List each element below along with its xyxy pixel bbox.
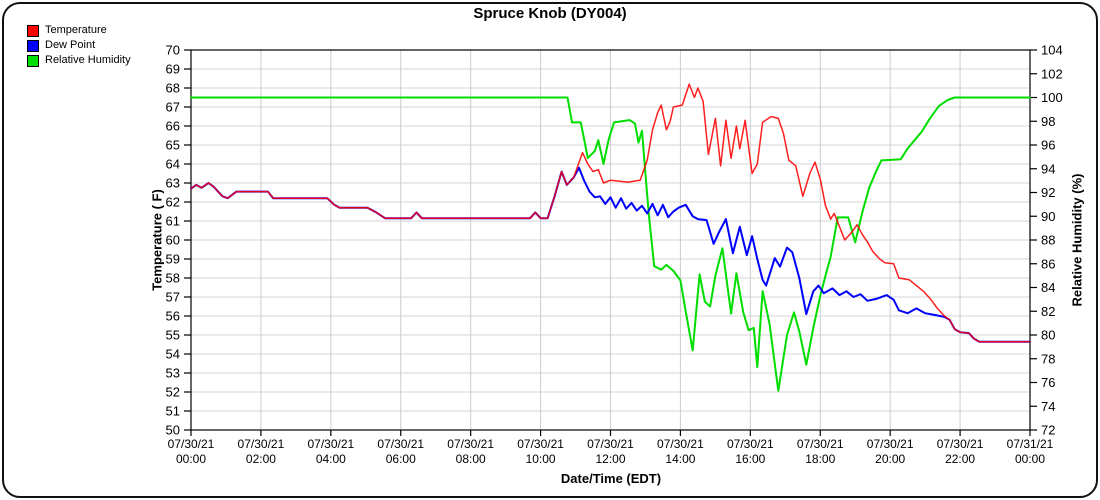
x-tick-date-label: 07/30/21 bbox=[377, 437, 424, 451]
y-left-tick-label: 62 bbox=[166, 195, 180, 210]
x-tick-time-label: 04:00 bbox=[316, 452, 346, 466]
y-right-tick-label: 100 bbox=[1041, 90, 1063, 105]
y-right-tick-label: 76 bbox=[1041, 375, 1055, 390]
legend-item-temperature: Temperature bbox=[27, 24, 131, 37]
y-right-tick-label: 104 bbox=[1041, 43, 1063, 58]
relative-humidity-swatch-icon bbox=[27, 54, 39, 67]
y-left-tick-label: 55 bbox=[166, 328, 180, 343]
legend-label-dew-point: Dew Point bbox=[45, 39, 96, 51]
x-tick-time-label: 08:00 bbox=[456, 452, 486, 466]
legend-label-temperature: Temperature bbox=[45, 24, 107, 36]
x-tick-date-label: 07/30/21 bbox=[937, 437, 984, 451]
y-right-tick-label: 90 bbox=[1041, 209, 1055, 224]
series-line-temperature bbox=[190, 83, 1031, 343]
y-left-tick-label: 67 bbox=[166, 100, 180, 115]
y-left-tick-label: 65 bbox=[166, 138, 180, 153]
dew-point-swatch-icon bbox=[27, 39, 39, 52]
x-tick-date-label: 07/30/21 bbox=[307, 437, 354, 451]
y-left-tick-label: 64 bbox=[166, 157, 180, 172]
y-right-tick-label: 84 bbox=[1041, 280, 1055, 295]
y-left-tick-label: 70 bbox=[166, 43, 180, 58]
x-tick-time-label: 12:00 bbox=[595, 452, 625, 466]
x-tick-date-label: 07/31/21 bbox=[1007, 437, 1054, 451]
x-axis-label: Date/Time (EDT) bbox=[560, 471, 662, 486]
x-tick-time-label: 00:00 bbox=[176, 452, 206, 466]
x-tick-date-label: 07/30/21 bbox=[867, 437, 914, 451]
x-tick-date-label: 07/30/21 bbox=[727, 437, 774, 451]
y-left-tick-label: 58 bbox=[166, 271, 180, 286]
x-tick-time-label: 14:00 bbox=[665, 452, 695, 466]
y-right-tick-label: 88 bbox=[1041, 233, 1055, 248]
x-tick-date-label: 07/30/21 bbox=[657, 437, 704, 451]
y-left-tick-label: 60 bbox=[166, 233, 180, 248]
x-tick-time-label: 22:00 bbox=[945, 452, 975, 466]
x-tick-date-label: 07/30/21 bbox=[797, 437, 844, 451]
temperature-swatch-icon bbox=[27, 24, 39, 37]
legend-item-relative-humidity: Relative Humidity bbox=[27, 54, 131, 67]
x-tick-time-label: 18:00 bbox=[805, 452, 835, 466]
y-left-tick-label: 57 bbox=[166, 290, 180, 305]
legend: Temperature Dew Point Relative Humidity bbox=[27, 24, 131, 70]
y-right-tick-label: 98 bbox=[1041, 114, 1055, 129]
y-left-tick-label: 63 bbox=[166, 176, 180, 191]
legend-label-relative-humidity: Relative Humidity bbox=[45, 54, 131, 66]
y-right-tick-label: 78 bbox=[1041, 351, 1055, 366]
x-tick-time-label: 20:00 bbox=[875, 452, 905, 466]
y-left-tick-label: 68 bbox=[166, 81, 180, 96]
y-left-tick-label: 54 bbox=[166, 347, 180, 362]
x-tick-date-label: 07/30/21 bbox=[238, 437, 285, 451]
y-left-tick-label: 53 bbox=[166, 366, 180, 381]
series-line-relative-humidity bbox=[190, 96, 1031, 392]
x-tick-date-label: 07/30/21 bbox=[517, 437, 564, 451]
y-right-tick-label: 96 bbox=[1041, 138, 1055, 153]
y-right-tick-label: 72 bbox=[1041, 423, 1055, 438]
x-tick-time-label: 00:00 bbox=[1015, 452, 1045, 466]
y-left-tick-label: 69 bbox=[166, 62, 180, 77]
x-tick-time-label: 06:00 bbox=[386, 452, 416, 466]
x-tick-time-label: 10:00 bbox=[526, 452, 556, 466]
y-left-tick-label: 61 bbox=[166, 214, 180, 229]
y-right-tick-label: 102 bbox=[1041, 66, 1063, 81]
y-left-tick-label: 50 bbox=[166, 423, 180, 438]
y-right-tick-label: 74 bbox=[1041, 399, 1055, 414]
x-tick-time-label: 16:00 bbox=[735, 452, 765, 466]
y-right-tick-label: 92 bbox=[1041, 185, 1055, 200]
y-right-tick-label: 86 bbox=[1041, 256, 1055, 271]
y-right-tick-label: 82 bbox=[1041, 304, 1055, 319]
y-left-tick-label: 66 bbox=[166, 119, 180, 134]
legend-item-dew-point: Dew Point bbox=[27, 39, 131, 52]
chart-title: Spruce Knob (DY004) bbox=[473, 5, 627, 22]
x-tick-time-label: 02:00 bbox=[246, 452, 276, 466]
y-left-tick-label: 52 bbox=[166, 385, 180, 400]
y-left-tick-label: 59 bbox=[166, 252, 180, 267]
x-tick-date-label: 07/30/21 bbox=[168, 437, 215, 451]
x-tick-date-label: 07/30/21 bbox=[587, 437, 634, 451]
y-left-tick-label: 56 bbox=[166, 309, 180, 324]
x-tick-date-label: 07/30/21 bbox=[447, 437, 494, 451]
y-left-tick-label: 51 bbox=[166, 404, 180, 419]
y-right-tick-label: 94 bbox=[1041, 161, 1055, 176]
y-right-tick-label: 80 bbox=[1041, 328, 1055, 343]
